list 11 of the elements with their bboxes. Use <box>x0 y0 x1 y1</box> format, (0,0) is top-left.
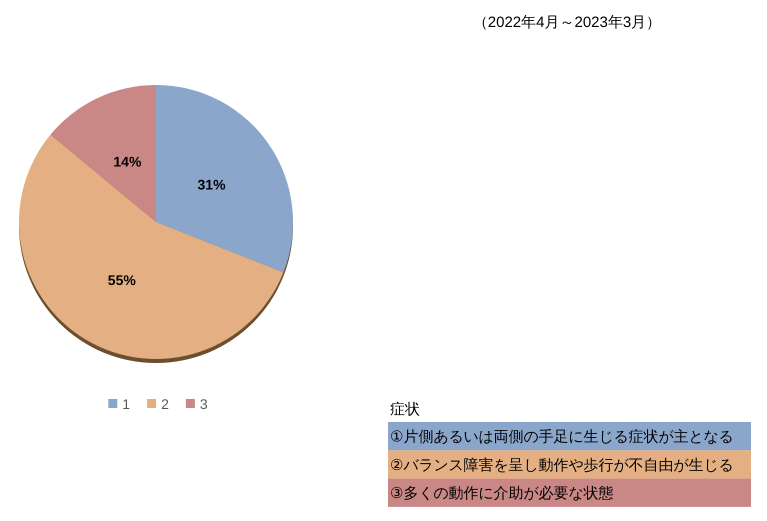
data-label: 55% <box>108 272 136 288</box>
text: ②バランス障害を呈し動作や歩行が不自由が生じる <box>390 456 734 474</box>
text: ③多くの動作に介助が必要な状態 <box>390 485 614 502</box>
text: ①片側あるいは両側の手足に生じる症状が主となる <box>390 428 734 446</box>
legend-label: 1 <box>122 396 130 412</box>
legend-label: 2 <box>161 396 170 412</box>
data-label: 31% <box>198 176 226 192</box>
legend-label: 3 <box>200 396 208 412</box>
data-label: 14% <box>113 153 142 170</box>
text: （2022年4月～2023年3月） <box>472 14 662 31</box>
text: 症状 <box>390 401 420 418</box>
